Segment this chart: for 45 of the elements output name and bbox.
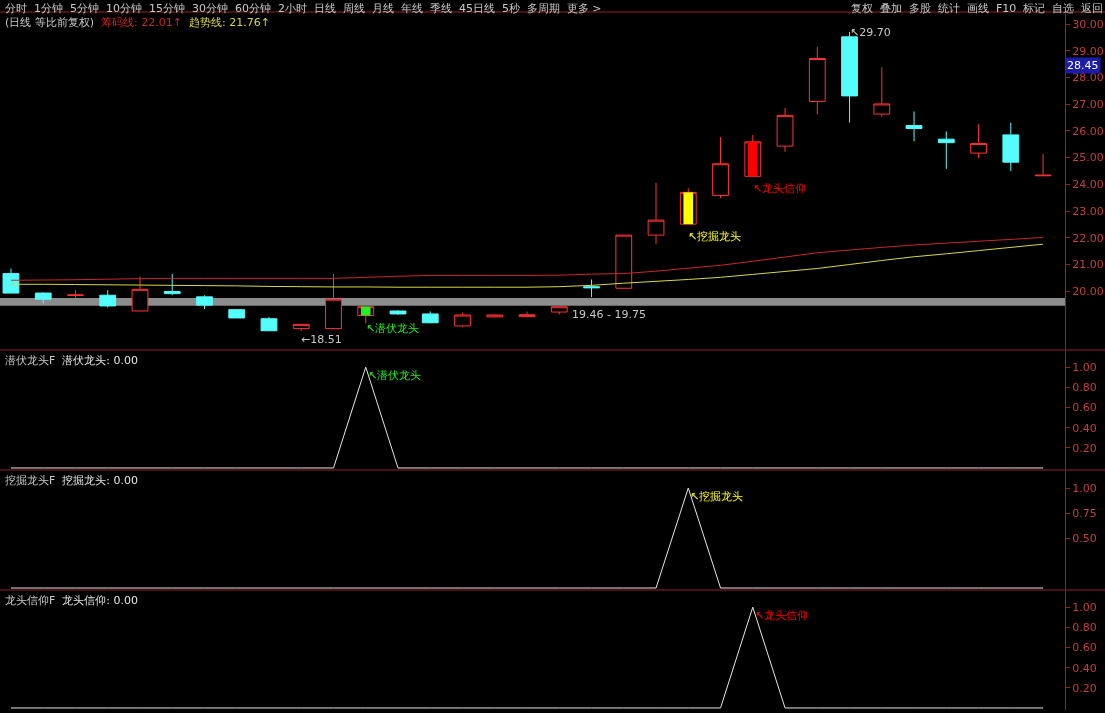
y-tick-label: 1.00 [1072,600,1097,614]
annotation: ↖龙头信仰 [755,609,809,622]
y-tick-label: 28.00 [1072,71,1104,85]
annotation: ↖潜伏龙头 [368,369,422,382]
y-tick-label: 26.00 [1072,124,1104,138]
chart-title: 龙头信仰F [5,594,56,607]
y-tick-label: 22.00 [1072,231,1104,245]
y-tick-label: 0.80 [1072,381,1097,395]
y-tick-label: 0.75 [1072,506,1097,520]
y-tick-label: 0.60 [1072,641,1097,655]
annotation: ↖挖掘龙头 [688,230,742,243]
y-tick-label: 29.00 [1072,44,1104,58]
y-tick-label: 0.60 [1072,401,1097,415]
annotation: ←18.51 [301,333,342,346]
annotation: ↖潜伏龙头 [366,322,420,335]
text: 潜伏龙头: 0.00 [62,354,139,367]
chart-title: (日线 等比前复权) [5,16,95,29]
y-tick-label: 21.00 [1072,258,1104,272]
y-tick-label: 24.00 [1072,178,1104,192]
chart-title: 潜伏龙头F [5,354,56,367]
y-tick-label: 1.00 [1072,360,1097,374]
text: 挖掘龙头: 0.00 [62,474,139,487]
y-tick-label: 25.00 [1072,151,1104,165]
text: 趋势线: 21.76↑ [189,16,270,29]
annotation: 28.45 [1067,59,1099,72]
annotation: ↖龙头信仰 [753,182,807,195]
y-tick-label: 30.00 [1072,17,1104,31]
y-tick-label: 0.20 [1072,681,1097,695]
y-tick-label: 0.40 [1072,421,1097,435]
annotation: ↖29.70 [850,26,891,39]
band-label: 19.46 - 19.75 [572,308,646,321]
text: 筹码线: 22.01↑ [101,16,183,29]
chart-title: 挖掘龙头F [5,474,56,487]
y-tick-label: 1.00 [1072,481,1097,495]
y-tick-label: 0.50 [1072,531,1097,545]
y-tick-label: 0.40 [1072,661,1097,675]
annotation: 分时 1分钟 5分钟 10分钟 15分钟 30分钟 60分钟 2小时 日线 周线 月线 年线 季线 45日线 5秒 多周期 更多 > [5,2,602,15]
text: 龙头信仰: 0.00 [62,594,139,607]
y-tick-label: 23.00 [1072,204,1104,218]
annotation: 复权 叠加 多股 统计 画线 F10 标记 自选 返回 [851,2,1104,15]
annotation: ↖挖掘龙头 [690,490,744,503]
y-tick-label: 0.20 [1072,441,1097,455]
y-tick-label: 20.00 [1072,285,1104,299]
y-tick-label: 27.00 [1072,98,1104,112]
y-tick-label: 0.80 [1072,621,1097,635]
